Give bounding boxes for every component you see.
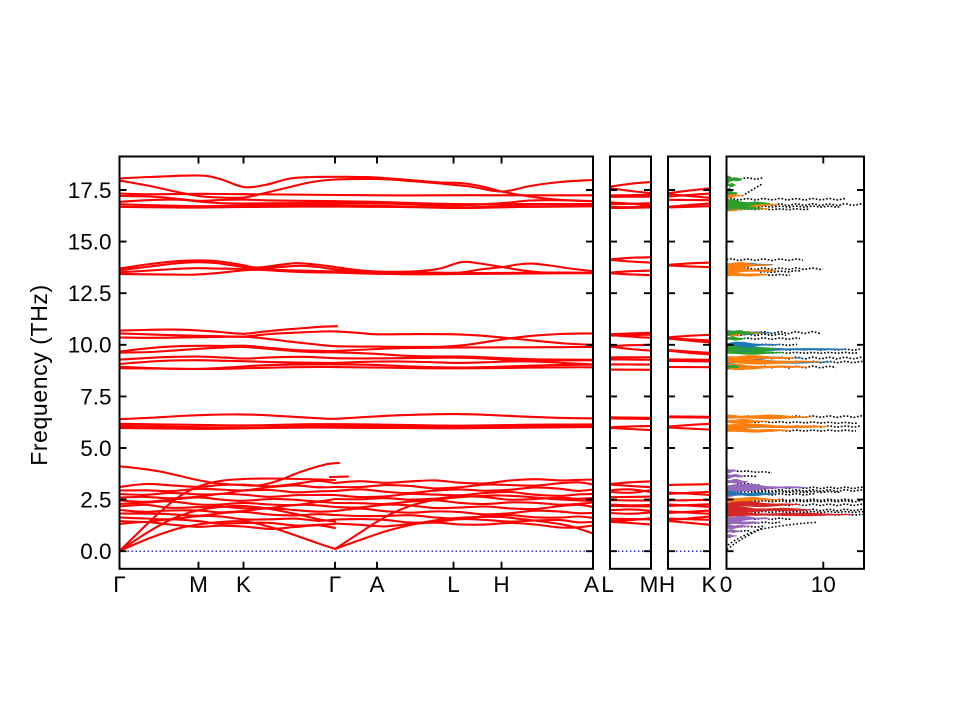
svg-text:L: L bbox=[447, 572, 460, 597]
svg-text:A: A bbox=[369, 572, 384, 597]
svg-text:M: M bbox=[640, 572, 659, 597]
svg-text:K: K bbox=[236, 572, 251, 597]
svg-text:10.0: 10.0 bbox=[68, 333, 112, 358]
svg-text:Γ: Γ bbox=[113, 572, 125, 597]
svg-text:H: H bbox=[659, 572, 675, 597]
svg-text:7.5: 7.5 bbox=[80, 384, 111, 409]
svg-text:15.0: 15.0 bbox=[68, 230, 112, 255]
svg-text:A: A bbox=[584, 572, 599, 597]
svg-text:5.0: 5.0 bbox=[80, 436, 111, 461]
svg-text:H: H bbox=[493, 572, 509, 597]
svg-text:2.5: 2.5 bbox=[80, 488, 111, 513]
svg-text:10: 10 bbox=[811, 572, 836, 597]
svg-text:L: L bbox=[601, 572, 614, 597]
svg-text:M: M bbox=[189, 572, 208, 597]
svg-text:K: K bbox=[701, 572, 716, 597]
svg-text:12.5: 12.5 bbox=[68, 281, 112, 306]
svg-text:17.5: 17.5 bbox=[68, 178, 112, 203]
svg-text:0.0: 0.0 bbox=[80, 539, 111, 564]
svg-text:0: 0 bbox=[720, 572, 733, 597]
svg-text:Γ: Γ bbox=[329, 572, 341, 597]
svg-text:Frequency (THz): Frequency (THz) bbox=[26, 284, 52, 466]
